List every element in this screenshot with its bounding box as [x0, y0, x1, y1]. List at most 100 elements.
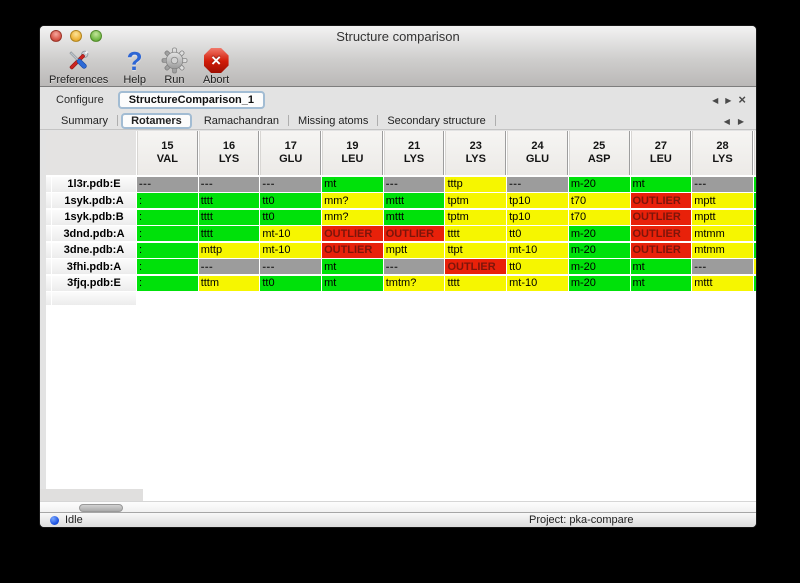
table-cell[interactable]: :	[137, 242, 198, 258]
table-cell[interactable]: ---	[383, 259, 445, 274]
table-cell[interactable]: mt	[322, 275, 383, 291]
row-gutter	[46, 226, 51, 241]
table-cell[interactable]: ---	[507, 176, 568, 192]
table-cell[interactable]: OUTLIER	[630, 242, 692, 258]
table-cell[interactable]: mt	[630, 259, 692, 274]
next-tab-arrow-icon[interactable]: ▶	[737, 116, 744, 126]
table-cell[interactable]: ---	[198, 176, 260, 192]
table-cell[interactable]: ---	[137, 176, 198, 192]
table-cell[interactable]: tmtm?	[383, 275, 445, 291]
prev-tab-arrow-icon[interactable]: ◀	[723, 116, 730, 126]
table-cell[interactable]: m-20	[568, 259, 630, 274]
table-cell[interactable]: mttt	[692, 275, 753, 291]
table-cell[interactable]: mtmm	[692, 226, 753, 241]
table-cell[interactable]: OUTLIER	[445, 259, 507, 274]
table-cell[interactable]: mt-10	[507, 242, 568, 258]
table-cell[interactable]: ---	[260, 259, 322, 274]
table-cell[interactable]: m-20	[568, 275, 630, 291]
tab-rotamers[interactable]: Rotamers	[121, 112, 192, 129]
table-cell[interactable]: mtmm	[692, 242, 753, 258]
row-label[interactable]: 1syk.pdb:B	[52, 209, 136, 225]
tab-secondary-structure[interactable]: Secondary structure	[387, 114, 486, 127]
table-cell[interactable]: tttt	[445, 275, 507, 291]
table-cell[interactable]: mt-10	[260, 242, 322, 258]
row-label[interactable]: 1syk.pdb:A	[52, 193, 136, 208]
abort-button[interactable]: × Abort	[203, 47, 229, 86]
table-cell[interactable]: mt	[322, 259, 383, 274]
table-cell[interactable]: OUTLIER	[322, 242, 383, 258]
close-window-button[interactable]	[50, 30, 62, 42]
table-cell[interactable]: OUTLIER	[630, 226, 692, 241]
close-task-icon[interactable]: ×	[738, 92, 746, 107]
table-cell[interactable]: ---	[692, 176, 753, 192]
table-cell[interactable]: tt0	[260, 275, 322, 291]
zoom-window-button[interactable]	[90, 30, 102, 42]
table-cell[interactable]: :	[137, 226, 198, 241]
table-cell[interactable]: tt0	[260, 209, 322, 225]
table-cell[interactable]: mt	[322, 176, 383, 192]
table-cell[interactable]: :	[137, 275, 198, 291]
table-cell[interactable]: ---	[383, 176, 445, 192]
table-cell[interactable]: ---	[198, 259, 260, 274]
minimize-window-button[interactable]	[70, 30, 82, 42]
table-cell[interactable]: tttm	[198, 275, 260, 291]
title-bar[interactable]: Structure comparison	[40, 26, 756, 46]
table-cell[interactable]: tptm	[445, 209, 507, 225]
table-cell[interactable]: mttt	[383, 209, 445, 225]
table-cell[interactable]: mt-10	[507, 275, 568, 291]
table-cell[interactable]: tp10	[507, 209, 568, 225]
table-cell[interactable]: mttt	[383, 193, 445, 208]
table-cell[interactable]: :	[137, 209, 198, 225]
table-cell[interactable]: ---	[260, 176, 322, 192]
scrollbar-thumb[interactable]	[79, 504, 123, 512]
tab-missing-atoms[interactable]: Missing atoms	[298, 114, 369, 127]
next-task-arrow-icon[interactable]: ▶	[725, 95, 732, 105]
table-cell[interactable]: tttt	[445, 226, 507, 241]
table-cell[interactable]: m-20	[568, 226, 630, 241]
table-cell[interactable]: mt-10	[260, 226, 322, 241]
help-button[interactable]: ? Help	[123, 47, 146, 87]
tab-ramachandran[interactable]: Ramachandran	[203, 114, 280, 127]
table-cell[interactable]: mt	[630, 176, 692, 192]
row-label[interactable]: 3dne.pdb:A	[52, 242, 136, 258]
row-label[interactable]: 3dnd.pdb:A	[52, 226, 136, 241]
table-cell[interactable]: tt0	[507, 226, 568, 241]
row-label[interactable]: 3fjq.pdb:E	[52, 275, 136, 291]
table-cell[interactable]: tttt	[198, 193, 260, 208]
table-cell[interactable]: tt0	[507, 259, 568, 274]
table-cell[interactable]: ---	[692, 259, 753, 274]
table-cell[interactable]: t70	[568, 209, 630, 225]
table-cell[interactable]: mt	[630, 275, 692, 291]
table-cell[interactable]: :	[137, 259, 198, 274]
table-cell[interactable]: tptm	[445, 193, 507, 208]
table-cell[interactable]: m-20	[568, 176, 630, 192]
table-cell[interactable]: tttt	[198, 209, 260, 225]
table-cell[interactable]: ttpt	[445, 242, 507, 258]
table-cell[interactable]: OUTLIER	[322, 226, 383, 241]
table-cell[interactable]: OUTLIER	[630, 209, 692, 225]
table-cell[interactable]: m-20	[568, 242, 630, 258]
table-cell[interactable]: t70	[568, 193, 630, 208]
row-label[interactable]: 3fhi.pdb:A	[52, 259, 136, 274]
table-cell[interactable]: tt0	[260, 193, 322, 208]
configure-instance-tab[interactable]: StructureComparison_1	[117, 91, 266, 109]
table-cell[interactable]: mm?	[322, 209, 383, 225]
table-cell[interactable]: mm?	[322, 193, 383, 208]
preferences-button[interactable]: Preferences	[49, 47, 108, 86]
table-cell[interactable]: OUTLIER	[630, 193, 692, 208]
table-cell[interactable]: mptt	[692, 193, 753, 208]
table-cell[interactable]: tttp	[445, 176, 507, 192]
horizontal-scrollbar[interactable]	[40, 501, 756, 514]
table-cell[interactable]: :	[137, 193, 198, 208]
table-cell[interactable]: OUTLIER	[383, 226, 445, 241]
empty-cell	[260, 292, 321, 305]
tab-summary[interactable]: Summary	[61, 114, 109, 127]
table-cell[interactable]: tp10	[507, 193, 568, 208]
prev-task-arrow-icon[interactable]: ◀	[712, 95, 719, 105]
table-cell[interactable]: mptt	[383, 242, 445, 258]
row-label[interactable]: 1l3r.pdb:E	[52, 176, 136, 192]
table-cell[interactable]: tttt	[198, 226, 260, 241]
table-cell[interactable]: mttp	[198, 242, 260, 258]
run-button[interactable]: Run	[161, 47, 188, 86]
table-cell[interactable]: mptt	[692, 209, 753, 225]
